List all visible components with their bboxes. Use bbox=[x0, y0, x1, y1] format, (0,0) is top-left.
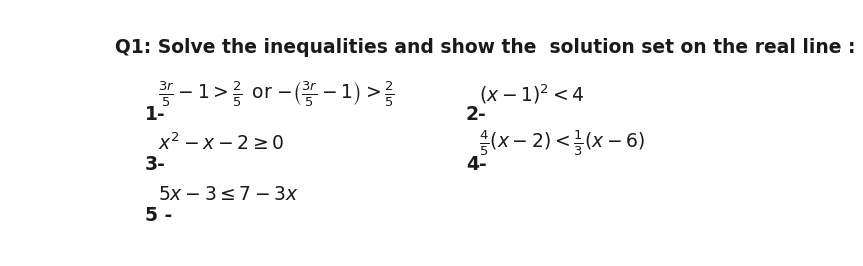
Text: 4-: 4- bbox=[466, 155, 487, 173]
Text: 3-: 3- bbox=[145, 155, 166, 173]
Text: 1-: 1- bbox=[145, 105, 166, 124]
Text: 5 -: 5 - bbox=[145, 206, 172, 225]
Text: $5x - 3 \leq 7 - 3x$: $5x - 3 \leq 7 - 3x$ bbox=[158, 185, 299, 204]
Text: $(x - 1)^2 < 4$: $(x - 1)^2 < 4$ bbox=[479, 83, 585, 106]
Text: $x^2 - x - 2 \geq 0$: $x^2 - x - 2 \geq 0$ bbox=[158, 133, 284, 154]
Text: 2-: 2- bbox=[466, 105, 487, 124]
Text: $\frac{4}{5}(x - 2) < \frac{1}{3}(x - 6)$: $\frac{4}{5}(x - 2) < \frac{1}{3}(x - 6)… bbox=[479, 129, 646, 158]
Text: $\frac{3r}{5} - 1 > \frac{2}{5}\,$ or $-\left(\frac{3r}{5} - 1\right) > \frac{2}: $\frac{3r}{5} - 1 > \frac{2}{5}\,$ or $-… bbox=[158, 80, 395, 109]
Text: Q1: Solve the inequalities and show the  solution set on the real line :: Q1: Solve the inequalities and show the … bbox=[115, 38, 855, 57]
